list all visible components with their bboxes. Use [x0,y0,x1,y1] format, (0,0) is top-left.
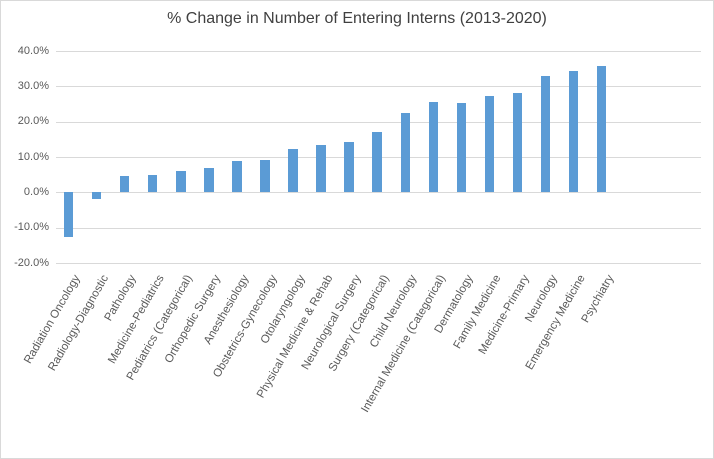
y-axis-tick-label: 30.0% [17,79,49,92]
bar [119,176,130,193]
y-axis-tick-label: 10.0% [17,150,49,163]
bar [288,148,298,193]
bar [456,102,467,193]
plot-area [56,51,701,264]
y-axis-tick-label: -10.0% [14,221,49,234]
gridline [56,51,701,52]
bar [484,95,495,193]
bar [91,192,102,200]
bar [400,112,410,193]
bar [232,160,242,193]
y-axis-tick-label: 40.0% [17,44,49,57]
bar [260,159,270,193]
bar [540,75,551,193]
gridline [56,86,701,88]
bar [204,168,214,193]
bar [147,174,158,193]
bar [344,141,354,193]
bar [372,132,382,193]
bar [176,170,186,193]
bar [428,102,438,193]
gridline [56,121,701,123]
bar [63,192,74,238]
bar [512,93,523,193]
bar [596,66,607,193]
chart-title: % Change in Number of Entering Interns (… [167,10,547,27]
gridline [56,192,701,194]
y-axis-tick-label: -20.0% [14,256,49,269]
y-axis-tick-label: 0.0% [23,185,49,198]
bar [568,71,579,193]
y-axis-tick-label: 20.0% [17,115,49,128]
gridline [56,227,701,229]
gridline [56,263,701,264]
bar [316,145,326,193]
